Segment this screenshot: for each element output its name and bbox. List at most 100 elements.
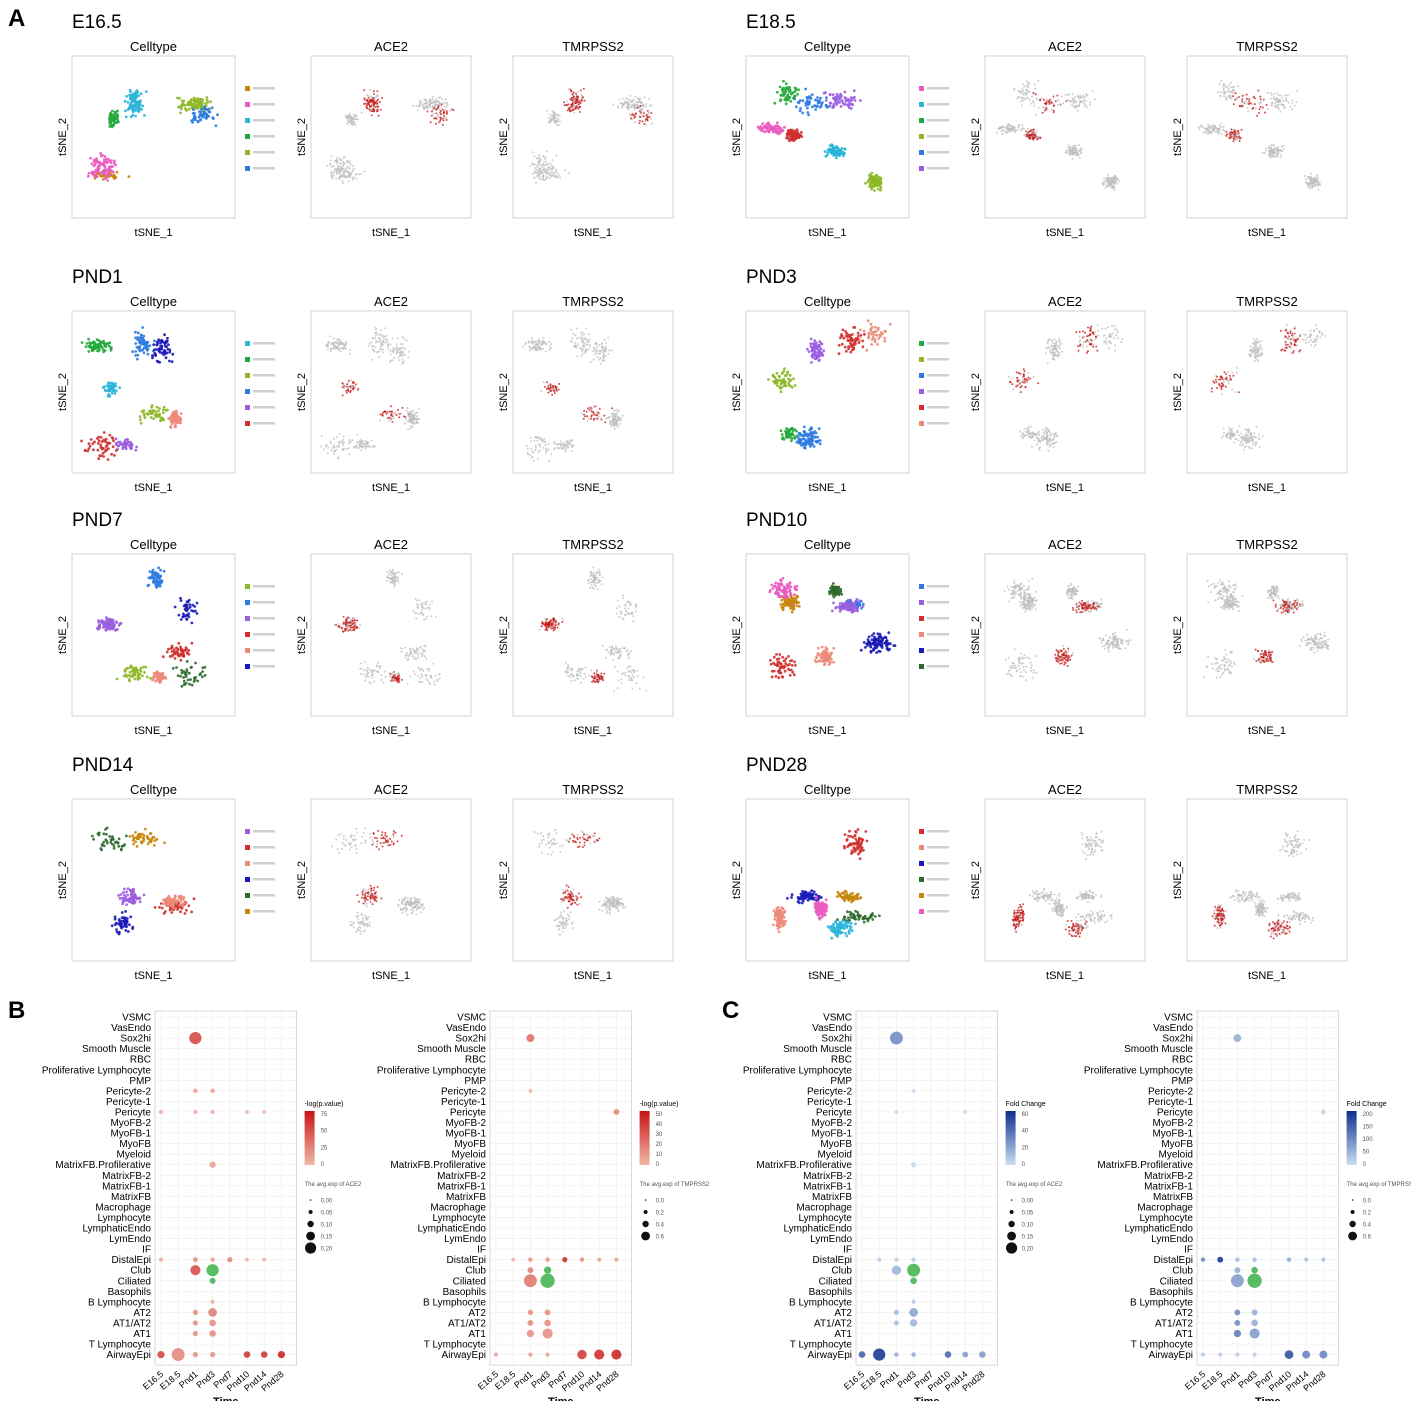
dot-airwayepi-pnd10 (1284, 1350, 1294, 1359)
tsne-plot-frame (984, 553, 1146, 717)
y-axis-label: tSNE_2 (498, 861, 510, 899)
row-label: MyoFB (119, 1139, 151, 1150)
row-label: T Lymphocyte (424, 1340, 487, 1351)
y-axis-label: tSNE_2 (296, 861, 308, 899)
color-legend: -log(p.value) 50 40 30 20 10 0 (639, 1101, 679, 1168)
row-label: Pericyte-1 (1148, 1097, 1193, 1108)
dot-airwayepi-pnd14 (594, 1349, 605, 1360)
size-legend-title: The avg.exp of ACE2 (1006, 1182, 1063, 1188)
size-legend-tick: 0.0 (1363, 1199, 1372, 1205)
tsne-plot-frame (1186, 55, 1348, 219)
tsne-plot-frame (310, 55, 472, 219)
size-legend-dot (307, 1220, 314, 1228)
tsne-plot-frame (310, 553, 472, 717)
row-label: Pericyte-1 (106, 1097, 151, 1108)
row-label: Macrophage (796, 1202, 852, 1213)
color-legend-tick: 75 (321, 1112, 328, 1118)
tsne-plot-frame (745, 798, 910, 962)
timepoint-title: E18.5 (746, 12, 796, 33)
dot-at1-at2-pnd3 (1251, 1319, 1258, 1327)
color-legend-bar (639, 1111, 650, 1165)
y-axis-label: tSNE_2 (970, 118, 982, 156)
color-legend-tick: 40 (1022, 1129, 1029, 1135)
color-legend-title: -log(p.value) (640, 1101, 679, 1108)
dot-pericyte-2-pnd3 (911, 1088, 916, 1093)
row-label: PMP (830, 1076, 852, 1087)
tsne-block-pnd14: PND14 Celltype tSNE_1 tSNE_2 ACE2 tSNE_1 tSNE_… (57, 755, 674, 982)
x-axis-label: tSNE_1 (1046, 482, 1084, 494)
x-axis-label: tSNE_1 (1046, 725, 1084, 737)
row-label: Club (130, 1266, 151, 1277)
size-legend-tick: 0.05 (321, 1211, 333, 1217)
y-axis-label: tSNE_2 (57, 373, 69, 411)
plot-title: ACE2 (1048, 782, 1082, 797)
row-label: MyoFB-1 (110, 1129, 151, 1140)
dot-distalepi-pnd7 (227, 1257, 233, 1263)
dot-airwayepi-pnd3 (911, 1352, 916, 1357)
color-legend: -log(p.value) 75 50 25 0 (304, 1101, 344, 1168)
size-legend-tick: 0.00 (1022, 1199, 1034, 1205)
dot-ciliated-pnd3 (209, 1277, 216, 1284)
row-label: MyoFB (820, 1139, 852, 1150)
row-label: AT1/AT2 (448, 1318, 486, 1329)
dot-at1-pnd3 (209, 1330, 216, 1337)
x-axis-label: tSNE_1 (1248, 725, 1286, 737)
row-label: B Lymphocyte (88, 1297, 151, 1308)
size-legend-tick: 0.6 (656, 1235, 665, 1241)
size-legend-dot (1351, 1199, 1354, 1201)
size-legend-tick: 0.2 (656, 1211, 665, 1217)
row-label: Pericyte-1 (441, 1097, 486, 1108)
row-label: AT2 (834, 1308, 852, 1319)
tsne-block-pnd1: PND1 Celltype tSNE_1 tSNE_2 ACE2 tSNE_1 tSNE_2… (57, 267, 674, 494)
dot-airwayepi-e18-5 (873, 1348, 886, 1361)
row-label: RBC (130, 1055, 151, 1066)
size-legend-dot (641, 1231, 650, 1241)
dot-airwayepi-pnd10 (944, 1351, 952, 1358)
x-axis-label: tSNE_1 (372, 482, 410, 494)
dot-distalepi-e18-5 (877, 1257, 882, 1262)
size-legend-tick: 0.20 (321, 1247, 333, 1253)
tsne-points (1211, 830, 1314, 940)
plot-title: Celltype (804, 294, 851, 309)
dot-pericyte-pnd1 (894, 1110, 899, 1114)
dot-at1-at2-pnd1 (893, 1320, 900, 1326)
plot-title: TMRPSS2 (562, 39, 623, 54)
size-legend-tick: 0.20 (1022, 1247, 1034, 1253)
dot-at1-pnd1 (192, 1330, 198, 1337)
x-axis-label: tSNE_1 (809, 227, 847, 239)
plot-title: TMRPSS2 (1236, 782, 1297, 797)
row-label: Smooth Muscle (783, 1044, 852, 1055)
size-legend-dot (309, 1199, 312, 1201)
dot-at2-pnd3 (544, 1309, 551, 1316)
dot-pericyte-pnd28 (613, 1109, 620, 1115)
row-label: VasEndo (446, 1023, 486, 1034)
dot-at2-pnd1 (1234, 1309, 1241, 1316)
dot-club-pnd1 (1234, 1267, 1241, 1274)
dot-pericyte-2-pnd1 (193, 1088, 198, 1094)
y-axis-label: tSNE_2 (970, 373, 982, 411)
celltype-legend (919, 341, 949, 426)
x-axis-label: tSNE_1 (574, 482, 612, 494)
row-label: AT1 (1175, 1329, 1193, 1340)
row-label: IF (1184, 1245, 1193, 1256)
row-label: B Lymphocyte (1130, 1297, 1193, 1308)
tsne-points (95, 566, 207, 688)
plot-title: ACE2 (1048, 294, 1082, 309)
dot-club-pnd1 (190, 1265, 201, 1276)
dots (1200, 1034, 1328, 1359)
dot-at1-at2-pnd3 (209, 1319, 216, 1327)
plot-title: TMRPSS2 (1236, 39, 1297, 54)
row-label: VasEndo (812, 1023, 852, 1034)
tsne-block-pnd10: PND10 Celltype tSNE_1 tSNE_2 ACE2 tSNE_1 tSNE_… (731, 510, 1348, 737)
row-label: DistalEpi (1154, 1255, 1193, 1266)
row-label: Smooth Muscle (417, 1044, 486, 1055)
dot-club-pnd1 (891, 1265, 902, 1275)
row-label: MyoFB (454, 1139, 486, 1150)
dot-matrixfb-profilerative-pnd3 (209, 1161, 216, 1168)
row-label: Proliferative Lymphocyte (42, 1065, 152, 1076)
dot-club-pnd3 (1251, 1266, 1258, 1274)
tsne-points (529, 87, 653, 184)
tsne-points (86, 88, 219, 182)
